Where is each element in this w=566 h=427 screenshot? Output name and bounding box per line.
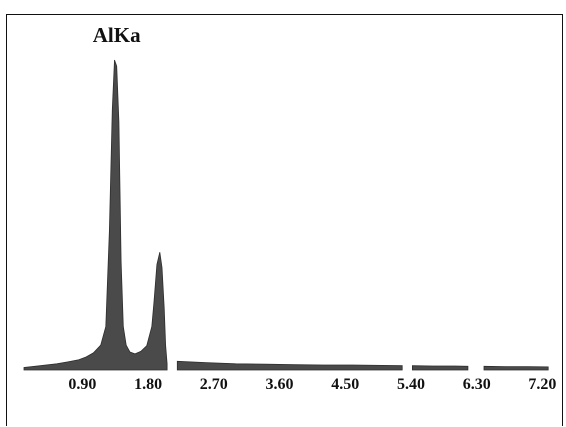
- x-tick-label: 6.30: [463, 376, 491, 393]
- label-layer: 0.90 1.80 2.70 3.60 4.50 5.40 6.30 7.20 AlKa: [68, 23, 556, 393]
- spectrum-segment-1: [23, 59, 168, 371]
- spectrum-segment-4: [483, 365, 549, 371]
- peak-label: AlKa: [93, 23, 141, 47]
- spectrum-segment-3: [412, 365, 469, 371]
- chart-frame: 0.90 1.80 2.70 3.60 4.50 5.40 6.30 7.20 AlKa: [6, 14, 563, 426]
- x-tick-label: 3.60: [266, 376, 294, 393]
- x-tick-label: 2.70: [200, 376, 228, 393]
- spectrum-segment-2: [176, 360, 403, 371]
- spectrum-series-layer: [23, 59, 549, 371]
- spectrum-chart: 0.90 1.80 2.70 3.60 4.50 5.40 6.30 7.20 AlKa: [23, 23, 556, 393]
- x-tick-label: 1.80: [134, 376, 162, 393]
- x-tick-label: 4.50: [331, 376, 359, 393]
- x-tick-label: 5.40: [397, 376, 425, 393]
- x-tick-label: 0.90: [68, 376, 96, 393]
- x-tick-label: 7.20: [528, 376, 556, 393]
